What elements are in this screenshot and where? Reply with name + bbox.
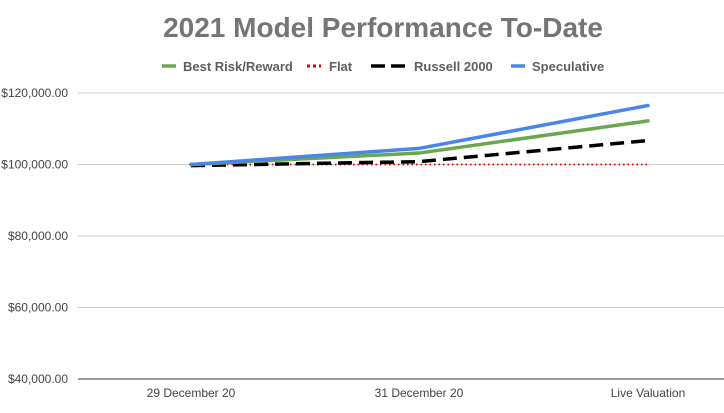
chart-title: 2021 Model Performance To-Date: [163, 12, 603, 43]
series-lines: [189, 103, 650, 168]
y-tick-label: $40,000.00: [8, 372, 68, 386]
y-tick-label: $60,000.00: [8, 301, 68, 315]
x-tick-label: 31 December 20: [375, 386, 464, 400]
series-line-russell-2000: [190, 138, 649, 168]
x-axis-ticks: 29 December 20 31 December 20 Live Valuati…: [147, 386, 686, 400]
y-tick-label: $80,000.00: [8, 229, 68, 243]
legend-label-flat: Flat: [329, 59, 353, 74]
y-tick-label: $120,000.00: [1, 86, 68, 100]
legend-label-speculative: Speculative: [532, 59, 604, 74]
y-tick-label: $100,000.00: [1, 158, 68, 172]
gridlines: [78, 92, 724, 380]
legend: Best Risk/Reward Flat Russell 2000 Speculat…: [162, 59, 604, 74]
legend-label-best-risk-reward: Best Risk/Reward: [183, 59, 293, 74]
legend-label-russell-2000: Russell 2000: [414, 59, 493, 74]
x-tick-label: 29 December 20: [147, 386, 236, 400]
y-axis-ticks: $40,000.00 $60,000.00 $80,000.00 $100,000.0…: [1, 86, 68, 386]
series-line-speculative: [189, 103, 650, 167]
x-tick-label: Live Valuation: [611, 386, 686, 400]
